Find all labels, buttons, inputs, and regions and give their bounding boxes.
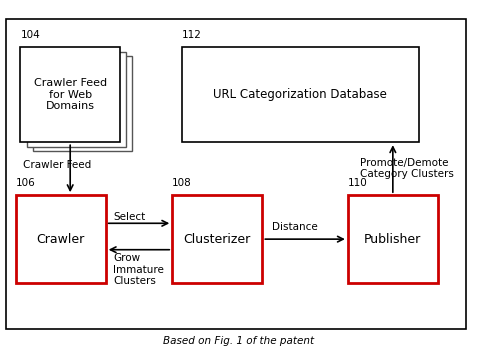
Text: Crawler Feed: Crawler Feed (23, 160, 91, 170)
Text: 104: 104 (20, 30, 40, 40)
Text: Crawler: Crawler (36, 233, 85, 246)
Text: Based on Fig. 1 of the patent: Based on Fig. 1 of the patent (163, 336, 314, 346)
FancyBboxPatch shape (172, 195, 263, 283)
FancyBboxPatch shape (348, 195, 438, 283)
Text: 108: 108 (172, 178, 192, 188)
Text: Promote/Demote
Category Clusters: Promote/Demote Category Clusters (360, 158, 454, 180)
FancyBboxPatch shape (33, 56, 132, 152)
Text: Select: Select (113, 212, 145, 222)
Text: URL Categorization Database: URL Categorization Database (214, 88, 387, 101)
FancyBboxPatch shape (6, 19, 467, 329)
FancyBboxPatch shape (182, 47, 419, 142)
Text: 106: 106 (16, 178, 36, 188)
Text: 110: 110 (348, 178, 368, 188)
FancyBboxPatch shape (26, 52, 126, 147)
FancyBboxPatch shape (20, 47, 120, 142)
Text: Crawler Feed
for Web
Domains: Crawler Feed for Web Domains (34, 78, 107, 111)
Text: 112: 112 (182, 30, 202, 40)
Text: Grow
Immature
Clusters: Grow Immature Clusters (113, 253, 164, 286)
Text: Distance: Distance (272, 222, 318, 232)
Text: Publisher: Publisher (364, 233, 421, 246)
FancyBboxPatch shape (16, 195, 106, 283)
Text: Clusterizer: Clusterizer (184, 233, 251, 246)
